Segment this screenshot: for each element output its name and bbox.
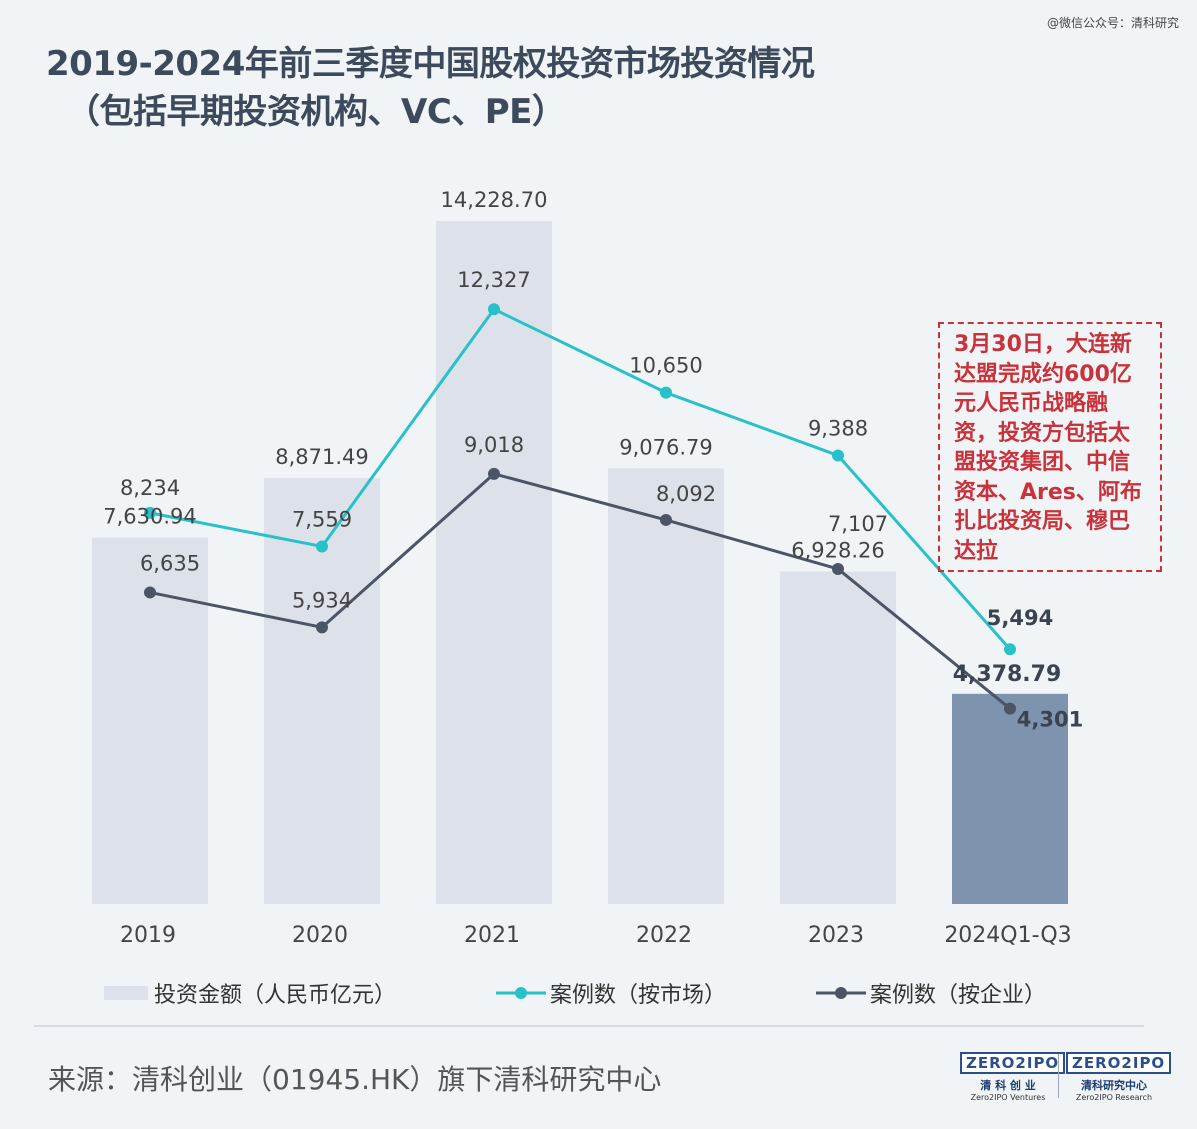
market-value-label-2021: 12,327 bbox=[457, 268, 530, 292]
company-series-point-2021 bbox=[488, 467, 500, 480]
company-value-label-2024Q1-Q3: 4,301 bbox=[1017, 708, 1083, 732]
bar-value-label-2020: 8,871.49 bbox=[275, 445, 369, 469]
legend-bar-swatch bbox=[104, 986, 148, 1000]
footer-divider bbox=[34, 1025, 1144, 1027]
x-tick-label-2022: 2022 bbox=[636, 923, 692, 948]
market-series-point-2020 bbox=[316, 540, 328, 553]
company-value-label-2019: 6,635 bbox=[140, 551, 200, 575]
company-series-point-2020 bbox=[316, 621, 328, 634]
x-tick-label-2020: 2020 bbox=[292, 923, 348, 948]
bar-2019 bbox=[92, 537, 208, 904]
legend-line-market-label: 案例数（按市场） bbox=[550, 983, 727, 1008]
market-value-label-2020: 7,559 bbox=[292, 507, 352, 531]
bar-value-label-2019: 7,630.94 bbox=[103, 505, 197, 529]
market-series-line bbox=[149, 307, 1012, 651]
company-series-point-2019 bbox=[144, 586, 156, 599]
logo-ventures-mark: ZERO2IPO bbox=[960, 1052, 1066, 1074]
chart-title: 2019-2024年前三季度中国股权投资市场投资情况 （包括早期投资机构、VC、… bbox=[46, 40, 815, 136]
market-series-point-2019 bbox=[144, 506, 156, 519]
title-line-1: 2019-2024年前三季度中国股权投资市场投资情况 bbox=[46, 44, 815, 84]
company-series-point-2022 bbox=[660, 513, 672, 526]
logo-separator bbox=[1058, 1054, 1059, 1098]
legend-line-market-swatch bbox=[496, 987, 546, 999]
company-value-label-2020: 5,934 bbox=[292, 588, 352, 612]
legend-bar-label: 投资金额（人民币亿元） bbox=[154, 983, 397, 1008]
company-value-label-2022: 8,092 bbox=[656, 482, 716, 506]
company-series-point-2024Q1-Q3 bbox=[1004, 702, 1016, 715]
logo-zero2ipo-research: ZERO2IPO 清科研究中心 Zero2IPO Research bbox=[1066, 1052, 1172, 1102]
logo-research-mark: ZERO2IPO bbox=[1066, 1052, 1172, 1074]
title-line-2: （包括早期投资机构、VC、PE） bbox=[66, 92, 566, 132]
company-series-line bbox=[149, 472, 1011, 710]
bar-2024Q1-Q3 bbox=[952, 693, 1068, 904]
company-value-label-2021: 9,018 bbox=[464, 433, 524, 457]
market-value-label-2023: 9,388 bbox=[808, 416, 868, 440]
market-series-point-2021 bbox=[488, 303, 500, 316]
legend-line-company-swatch bbox=[816, 987, 866, 999]
legend-line-company-label: 案例数（按企业） bbox=[870, 983, 1047, 1008]
market-series-point-2024Q1-Q3 bbox=[1004, 643, 1016, 656]
legend-item-bar: 投资金额（人民币亿元） bbox=[104, 976, 396, 1010]
logo-ventures-cn: 清 科 创 业 bbox=[980, 1079, 1036, 1092]
legend-item-line-market: 案例数（按市场） bbox=[496, 976, 726, 1010]
bar-value-label-2021: 14,228.70 bbox=[441, 188, 548, 212]
x-tick-label-2021: 2021 bbox=[464, 923, 520, 948]
logo-zero2ipo-ventures: ZERO2IPO 清 科 创 业 Zero2IPO Ventures bbox=[960, 1052, 1066, 1102]
bar-value-label-2024Q1-Q3: 4,378.79 bbox=[953, 662, 1062, 687]
watermark: @微信公众号：清科研究 bbox=[1046, 16, 1179, 30]
company-value-label-2023: 7,107 bbox=[828, 512, 888, 536]
legend-item-line-company: 案例数（按企业） bbox=[816, 976, 1046, 1010]
company-series-point-2023 bbox=[832, 562, 844, 575]
market-value-label-2024Q1-Q3: 5,494 bbox=[987, 606, 1053, 630]
logo-research-cn: 清科研究中心 bbox=[1081, 1079, 1147, 1092]
source-text: 来源：清科创业（01945.HK）旗下清科研究中心 bbox=[48, 1063, 662, 1096]
bar-2023 bbox=[780, 571, 896, 904]
market-value-label-2019: 8,234 bbox=[120, 476, 180, 500]
bar-2022 bbox=[608, 468, 724, 904]
market-series-point-2023 bbox=[832, 449, 844, 462]
x-tick-label-2024Q1-Q3: 2024Q1-Q3 bbox=[944, 923, 1071, 948]
bar-value-label-2022: 9,076.79 bbox=[619, 435, 713, 459]
market-series-point-2022 bbox=[660, 386, 672, 399]
bar-value-label-2023: 6,928.26 bbox=[791, 538, 885, 562]
logo-ventures-en: Zero2IPO Ventures bbox=[970, 1093, 1046, 1102]
x-tick-label-2023: 2023 bbox=[808, 923, 864, 948]
logo-research-en: Zero2IPO Research bbox=[1075, 1093, 1153, 1102]
market-value-label-2022: 10,650 bbox=[629, 354, 702, 378]
bar-2021 bbox=[436, 221, 552, 904]
x-tick-label-2019: 2019 bbox=[120, 923, 176, 948]
annotation-box: 3月30日，大连新达盟完成约600亿元人民币战略融资，投资方包括太盟投资集团、中… bbox=[938, 322, 1162, 572]
